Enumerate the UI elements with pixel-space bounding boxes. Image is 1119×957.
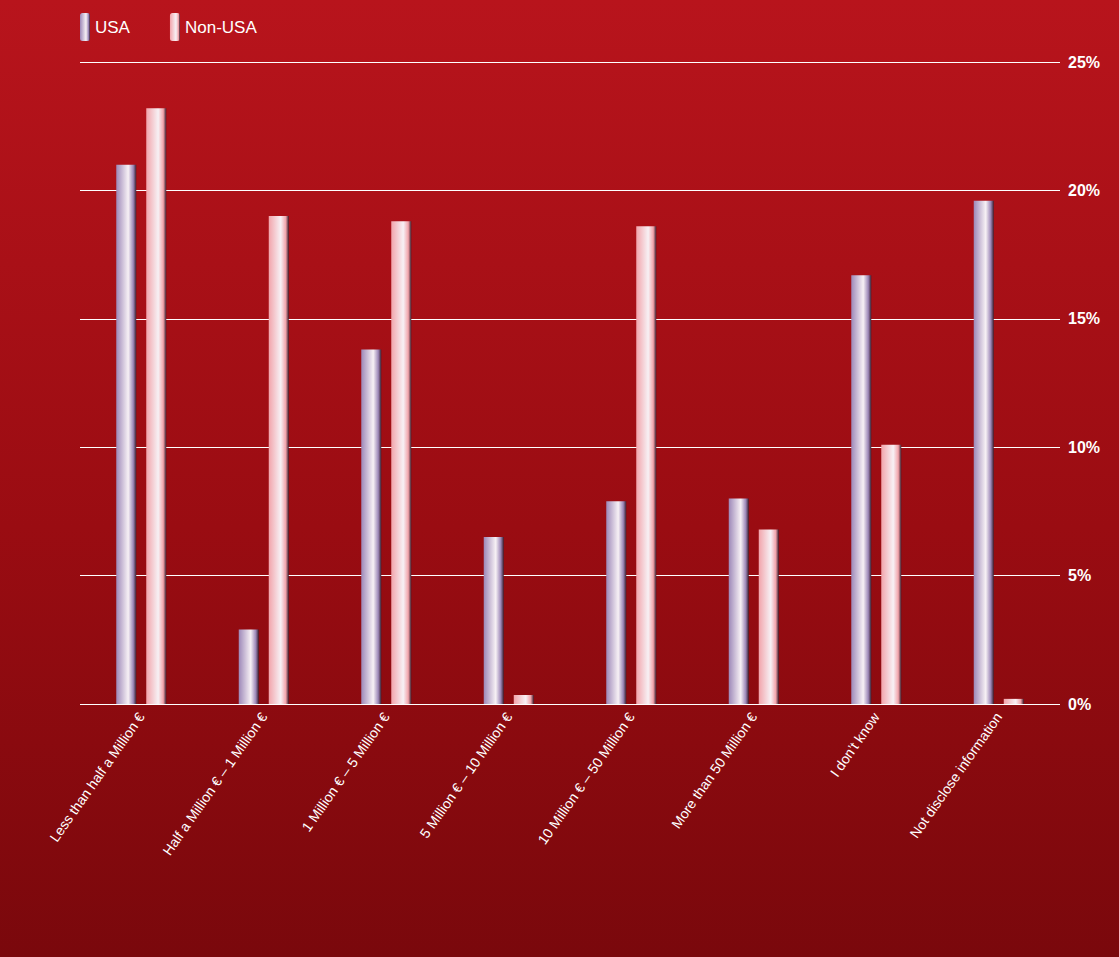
svg-text:Half a Million € – 1 Million €: Half a Million € – 1 Million € (159, 709, 270, 858)
svg-text:20%: 20% (1068, 182, 1100, 199)
svg-text:5%: 5% (1068, 567, 1091, 584)
svg-text:0%: 0% (1068, 696, 1091, 713)
svg-text:I don’t know: I don’t know (827, 709, 883, 780)
svg-text:Non-USA: Non-USA (185, 18, 257, 37)
svg-text:1 Million € – 5 Million €: 1 Million € – 5 Million € (298, 709, 393, 834)
svg-text:Not disclose information: Not disclose information (906, 709, 1005, 841)
svg-text:10 Million € – 50 Million €: 10 Million € – 50 Million € (534, 709, 637, 847)
svg-text:More than 50 Million €: More than 50 Million € (668, 709, 760, 831)
svg-text:Less than half a Million €: Less than half a Million € (46, 709, 148, 845)
svg-text:15%: 15% (1068, 310, 1100, 327)
svg-text:5 Million € – 10 Million €: 5 Million € – 10 Million € (416, 709, 515, 841)
svg-text:25%: 25% (1068, 54, 1100, 71)
svg-text:USA: USA (95, 18, 131, 37)
svg-text:10%: 10% (1068, 439, 1100, 456)
